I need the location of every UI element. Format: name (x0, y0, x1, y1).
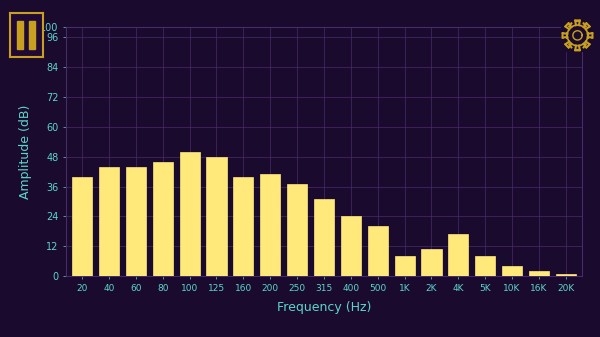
Bar (448, 234, 469, 276)
Bar (17, 21, 23, 50)
Bar (395, 256, 415, 276)
Bar (421, 249, 442, 276)
Bar (72, 177, 92, 276)
Bar (502, 266, 522, 276)
Bar (29, 21, 35, 50)
Bar (233, 177, 253, 276)
Bar (314, 199, 334, 276)
Bar (206, 157, 227, 276)
Bar (475, 256, 496, 276)
X-axis label: Frequency (Hz): Frequency (Hz) (277, 301, 371, 314)
Bar (152, 162, 173, 276)
Bar (126, 166, 146, 276)
Bar (179, 152, 200, 276)
Bar (341, 216, 361, 276)
Bar (99, 166, 119, 276)
Bar (368, 226, 388, 276)
Y-axis label: Amplitude (dB): Amplitude (dB) (19, 104, 32, 199)
Bar (287, 184, 307, 276)
Bar (529, 271, 549, 276)
Bar (260, 174, 280, 276)
Bar (556, 274, 576, 276)
